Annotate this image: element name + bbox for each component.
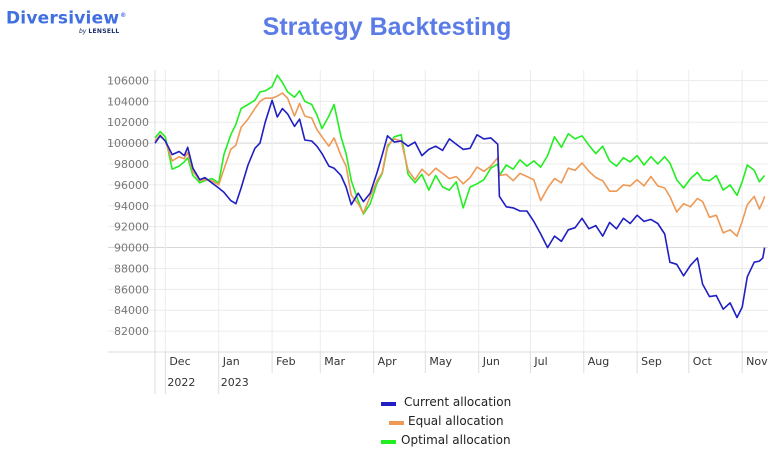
series-line-optimal-allocation bbox=[154, 74, 766, 215]
y-tick-label: 94000 bbox=[114, 200, 149, 213]
x-tick-label: Jan bbox=[222, 355, 240, 368]
brand-name-text: Diversiview bbox=[6, 8, 120, 29]
x-tick-label: Mar bbox=[324, 355, 345, 368]
chart-legend: Current allocation Equal allocation Opti… bbox=[380, 394, 580, 451]
legend-swatch-optimal bbox=[381, 440, 396, 444]
x-tick-label: Jul bbox=[533, 355, 547, 368]
brand-logo: Diversiview® by LENSELL bbox=[6, 6, 126, 40]
chart-title: Strategy Backtesting bbox=[262, 13, 512, 41]
legend-swatch-equal bbox=[389, 421, 404, 425]
x-tick-label: Apr bbox=[378, 355, 398, 368]
x-tick-label: Nov bbox=[746, 355, 768, 368]
legend-label-optimal: Optimal allocation bbox=[401, 433, 511, 447]
brand-company: LENSELL bbox=[88, 28, 120, 35]
y-tick-label: 104000 bbox=[107, 95, 149, 108]
x-year-label: 2023 bbox=[221, 376, 249, 389]
x-tick-label: Dec bbox=[169, 355, 190, 368]
x-tick-label: Oct bbox=[693, 355, 713, 368]
y-tick-label: 98000 bbox=[114, 158, 149, 171]
brand-name: Diversiview® bbox=[6, 6, 126, 29]
y-tick-label: 88000 bbox=[114, 262, 149, 275]
x-tick-label: Sep bbox=[641, 355, 662, 368]
legend-item-optimal[interactable]: Optimal allocation bbox=[380, 432, 580, 451]
x-tick-label: Feb bbox=[276, 355, 295, 368]
y-tick-label: 82000 bbox=[114, 325, 149, 338]
backtesting-chart: 82000 84000 86000 88000 90000 92000 94000 96000… bbox=[107, 70, 768, 394]
legend-label-current: Current allocation bbox=[404, 395, 512, 409]
legend-item-current[interactable]: Current allocation bbox=[380, 394, 580, 413]
legend-item-equal[interactable]: Equal allocation bbox=[380, 413, 580, 432]
x-tick-label: Jun bbox=[482, 355, 500, 368]
legend-swatch-current bbox=[381, 402, 396, 406]
series-line-equal-allocation bbox=[154, 92, 766, 237]
y-tick-label: 100000 bbox=[107, 137, 149, 150]
y-tick-label: 96000 bbox=[114, 179, 149, 192]
y-tick-label: 84000 bbox=[114, 304, 149, 317]
x-year-label: 2022 bbox=[167, 376, 195, 389]
x-tick-label: May bbox=[429, 355, 452, 368]
legend-label-equal: Equal allocation bbox=[408, 414, 504, 428]
brand-by: by bbox=[79, 28, 87, 35]
y-tick-label: 86000 bbox=[114, 283, 149, 296]
y-tick-label: 92000 bbox=[114, 221, 149, 234]
y-tick-label: 90000 bbox=[114, 242, 149, 255]
brand-byline: by LENSELL bbox=[79, 28, 119, 36]
y-tick-label: 106000 bbox=[107, 74, 149, 87]
y-tick-label: 102000 bbox=[107, 116, 149, 129]
x-tick-label: Aug bbox=[588, 355, 609, 368]
series-line-current-allocation bbox=[154, 99, 766, 319]
registered-mark: ® bbox=[120, 12, 127, 19]
